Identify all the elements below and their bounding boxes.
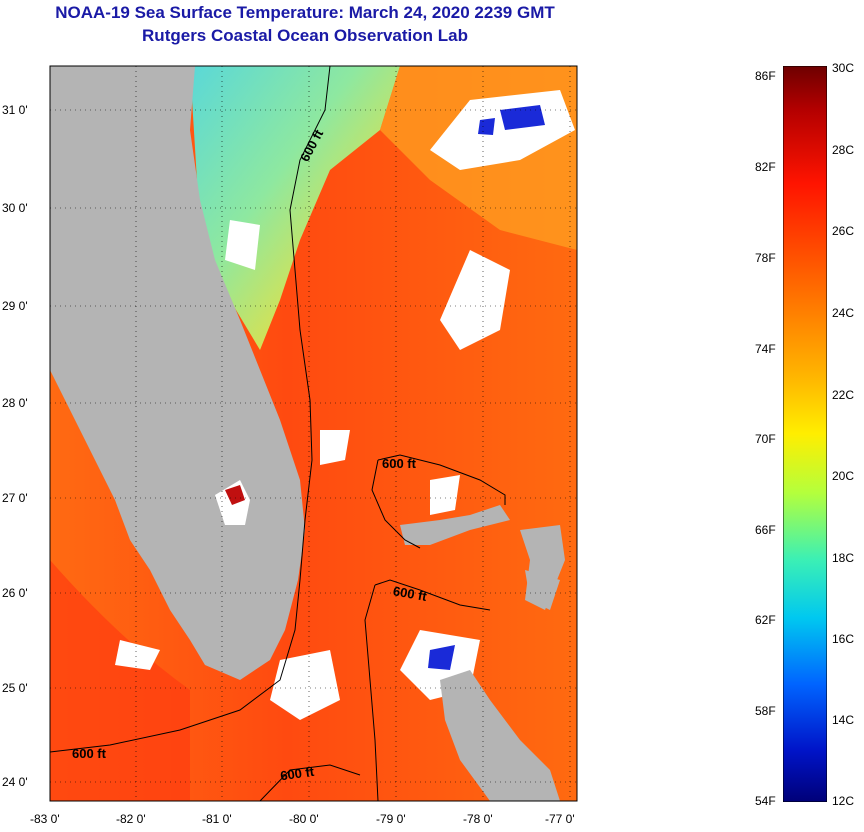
lon-tick-83: -83 0' — [30, 812, 60, 826]
cb-label-14c: 14C — [832, 713, 855, 727]
colorbar-gradient — [783, 66, 827, 802]
andros-island — [440, 670, 560, 801]
grand-bahama-island — [400, 505, 510, 545]
lat-tick-30: 30 0' — [2, 201, 28, 215]
lat-tick-24: 24 0' — [2, 775, 28, 789]
contour-label-2: 600 ft — [382, 456, 417, 471]
cb-label-24c: 24C — [832, 306, 855, 320]
cb-label-70f: 70F — [755, 432, 776, 446]
cb-label-74f: 74F — [755, 342, 776, 356]
cb-label-18c: 18C — [832, 551, 855, 565]
cb-label-26c: 26C — [832, 224, 855, 238]
cold-spots — [428, 105, 545, 670]
cb-label-22c: 22C — [832, 388, 855, 402]
lat-tick-25: 25 0' — [2, 681, 28, 695]
lat-tick-31: 31 0' — [2, 103, 28, 117]
cb-label-62f: 62F — [755, 613, 776, 627]
lake-warm-spot — [225, 485, 245, 505]
map-subtitle: Rutgers Coastal Ocean Observation Lab — [142, 26, 468, 45]
lon-tick-77: -77 0' — [545, 812, 575, 826]
contour-label-5: 600 ft — [279, 764, 315, 784]
cb-label-28c: 28C — [832, 143, 855, 157]
florida-land — [50, 66, 305, 680]
lat-tick-28: 28 0' — [2, 396, 28, 410]
map-title: NOAA-19 Sea Surface Temperature: March 2… — [55, 3, 555, 22]
cb-label-66f: 66F — [755, 523, 776, 537]
cb-label-12c: 12C — [832, 794, 855, 808]
lon-tick-82: -82 0' — [116, 812, 146, 826]
lon-tick-78: -78 0' — [463, 812, 493, 826]
eleuthera-island — [525, 570, 560, 610]
lon-tick-79: -79 0' — [376, 812, 406, 826]
cb-label-54f: 54F — [755, 794, 776, 808]
map-frame — [49, 65, 578, 802]
cb-label-20c: 20C — [832, 469, 855, 483]
lat-tick-26: 26 0' — [2, 586, 28, 600]
colorbar — [783, 66, 827, 802]
contour-label-3: 600 ft — [392, 583, 429, 604]
lat-tick-27: 27 0' — [2, 491, 28, 505]
gulf-warm-area — [50, 560, 190, 801]
cb-label-30c: 30C — [832, 61, 855, 75]
cb-label-78f: 78F — [755, 251, 776, 265]
cb-label-86f: 86F — [755, 69, 776, 83]
lat-tick-29: 29 0' — [2, 299, 28, 313]
cb-label-58f: 58F — [755, 704, 776, 718]
cb-label-16c: 16C — [832, 632, 855, 646]
depth-contours — [50, 66, 506, 801]
contour-label-4: 600 ft — [72, 746, 107, 761]
lon-tick-80: -80 0' — [289, 812, 319, 826]
cb-label-82f: 82F — [755, 160, 776, 174]
lon-tick-81: -81 0' — [202, 812, 232, 826]
